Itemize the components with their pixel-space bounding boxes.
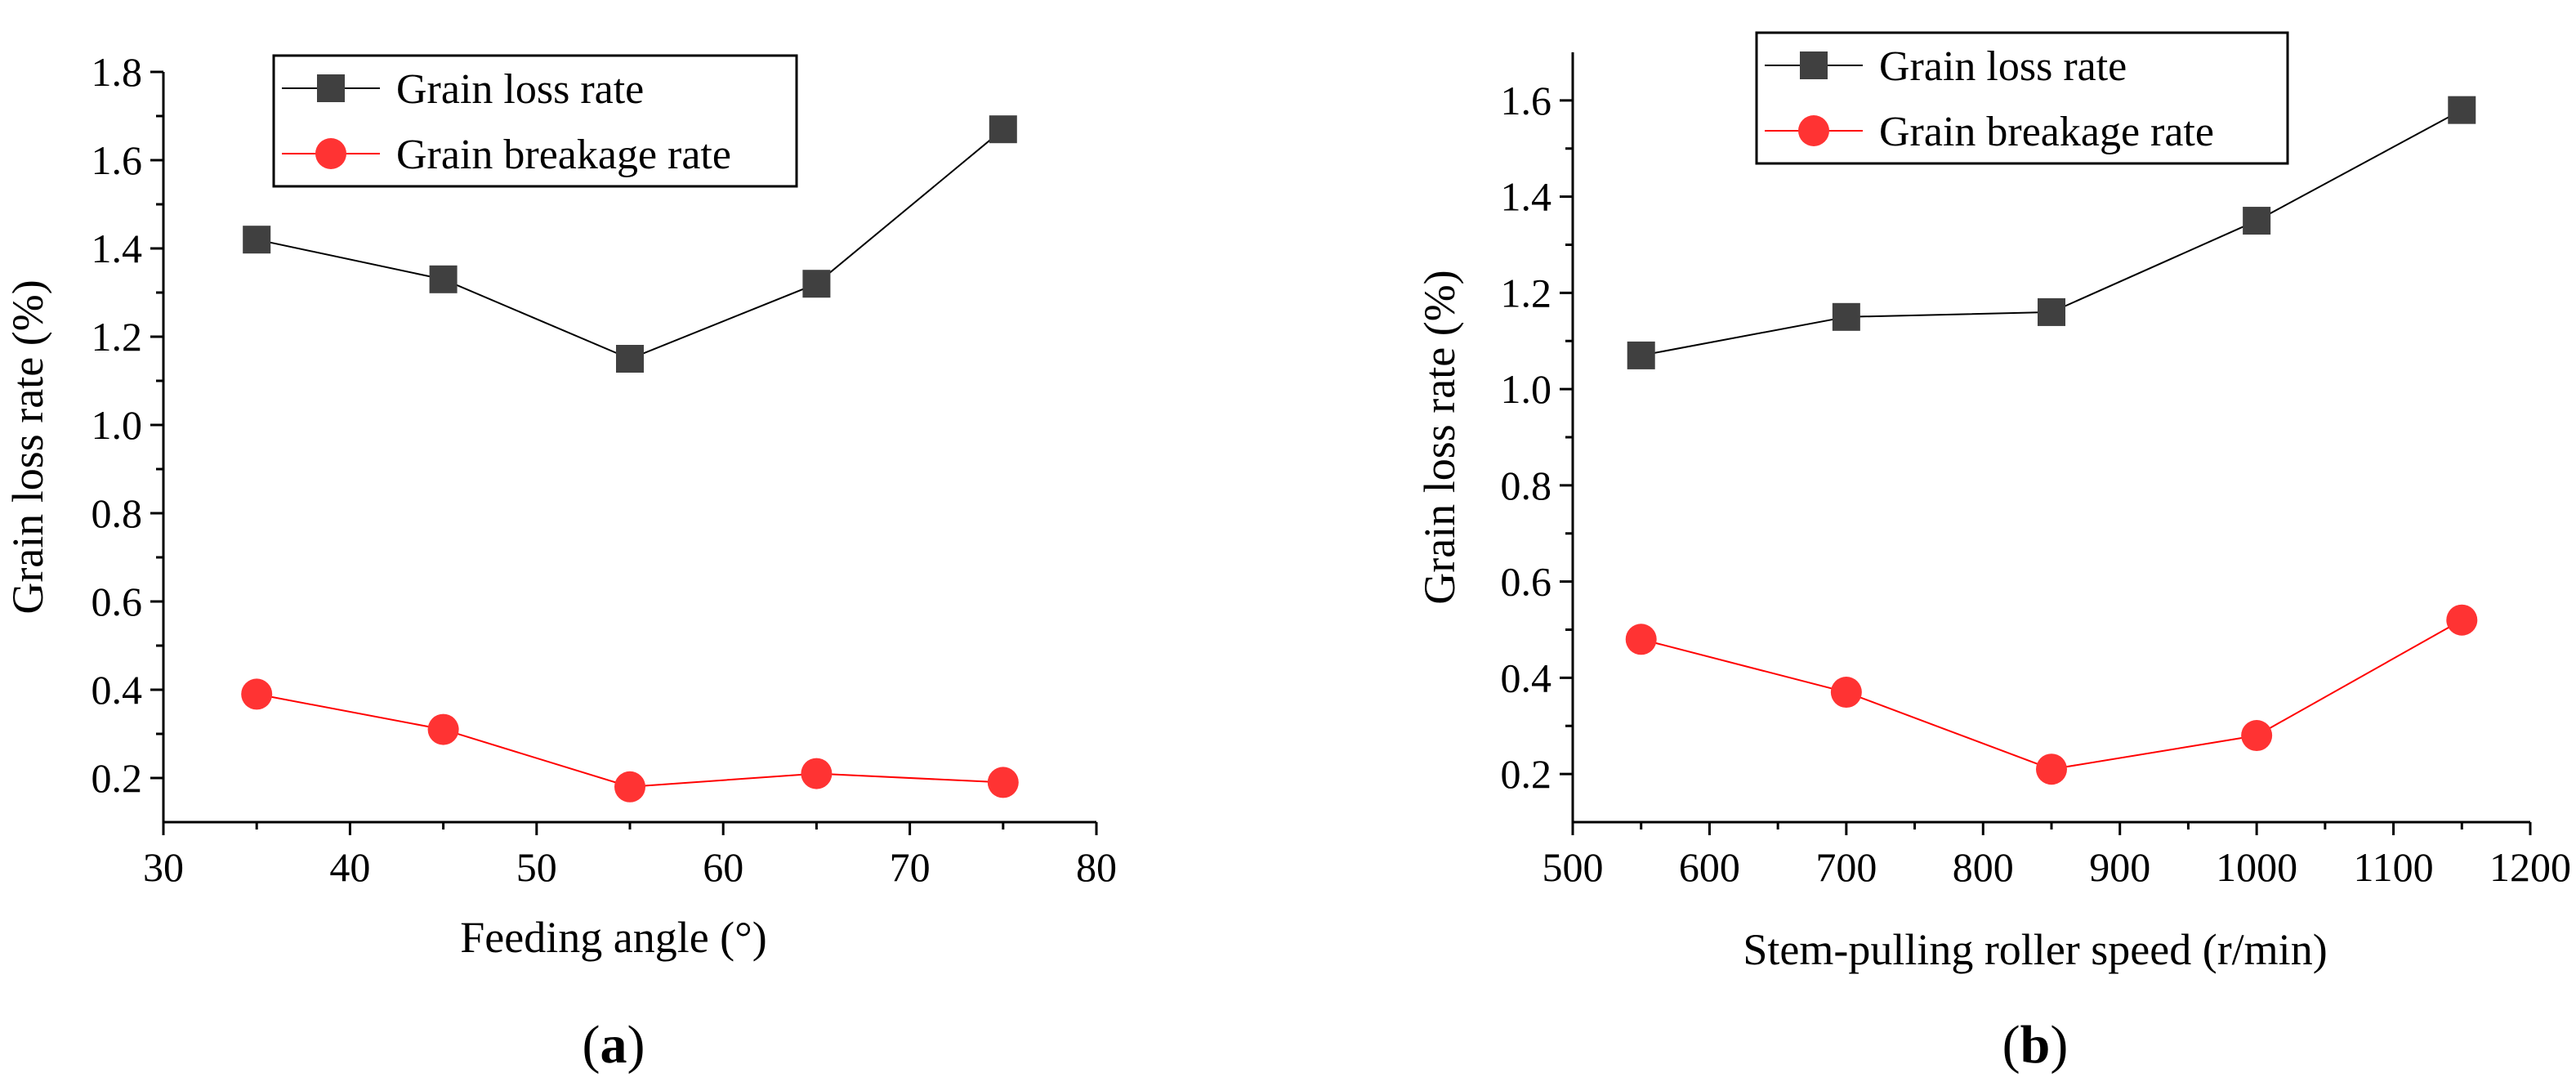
- legend-marker-circle: [315, 138, 346, 169]
- legend-label: Grain loss rate: [1879, 43, 2127, 90]
- y-tick-label: 0.2: [1501, 751, 1552, 797]
- x-tick-label: 60: [703, 844, 743, 890]
- x-axis-label: Feeding angle (°): [460, 913, 766, 962]
- x-tick-label: 50: [516, 844, 557, 890]
- y-tick-label: 0.8: [1501, 463, 1552, 508]
- x-tick-label: 70: [890, 844, 931, 890]
- x-tick-label: 800: [1953, 844, 2014, 890]
- data-point-square: [802, 270, 831, 298]
- data-point-circle: [1830, 677, 1862, 709]
- data-point-circle: [614, 771, 645, 803]
- panel-b: 500 600 700 800 900 1000 1100 1200 0.2 0.4 0.6 0.8 1…: [1415, 31, 2571, 1075]
- legend-box: [1755, 31, 2289, 165]
- legend-box: [272, 54, 798, 188]
- data-point-circle: [427, 713, 459, 745]
- y-tick-label: 1.2: [92, 314, 143, 360]
- legend-marker-circle: [1798, 115, 1829, 146]
- data-point-square: [989, 115, 1017, 144]
- legend-label: Grain loss rate: [396, 66, 644, 113]
- y-tick-label: 1.6: [92, 137, 143, 183]
- panel-label: (a): [583, 1015, 645, 1075]
- x-axis-label: Stem-pulling roller speed (r/min): [1743, 925, 2327, 974]
- y-tick-label: 0.4: [1501, 655, 1552, 700]
- data-point-square: [429, 265, 458, 293]
- legend-marker-square: [317, 74, 345, 102]
- data-point-circle: [2036, 753, 2067, 785]
- y-tick-label: 1.0: [92, 402, 143, 448]
- data-point-square: [1832, 302, 1860, 331]
- data-point-square: [2448, 96, 2476, 124]
- panel-a: 30 40 50 60 70 80 0.2 0.4 0.6 0.8 1.0 1.2 1.4 1.6 1.8 F…: [3, 49, 1117, 1075]
- x-tick-label: 600: [1679, 844, 1740, 890]
- data-point-square: [616, 345, 644, 373]
- series-line-2: [1641, 619, 2462, 771]
- panel-label: (b): [2002, 1015, 2069, 1075]
- y-tick-label: 0.4: [92, 667, 143, 713]
- y-tick-label: 1.4: [92, 226, 143, 271]
- legend-label: Grain breakage rate: [396, 132, 731, 178]
- y-tick-label: 0.6: [1501, 559, 1552, 605]
- y-tick-label: 1.0: [1501, 366, 1552, 412]
- data-point-circle: [801, 758, 833, 789]
- y-tick-label: 1.4: [1501, 174, 1552, 220]
- x-tick-label: 700: [1815, 844, 1877, 890]
- y-tick-label: 1.8: [92, 49, 143, 95]
- data-point-circle: [2241, 720, 2273, 752]
- data-point-square: [243, 226, 271, 254]
- x-tick-label: 80: [1076, 844, 1117, 890]
- x-tick-label: 1200: [2489, 844, 2571, 890]
- x-tick-label: 500: [1542, 844, 1604, 890]
- data-point-square: [2038, 297, 2065, 326]
- x-tick-label: 1000: [2216, 844, 2297, 890]
- x-tick-label: 900: [2089, 844, 2150, 890]
- legend-marker-square: [1800, 51, 1828, 79]
- y-axis-label: Grain loss rate (%): [3, 279, 52, 614]
- data-point-square: [1627, 341, 1655, 369]
- legend-label: Grain breakage rate: [1879, 109, 2214, 155]
- x-tick-label: 40: [329, 844, 370, 890]
- data-point-circle: [2446, 604, 2478, 636]
- data-point-circle: [1625, 624, 1657, 655]
- x-tick-label: 30: [143, 844, 184, 890]
- y-tick-label: 0.8: [92, 490, 143, 536]
- data-point-circle: [987, 767, 1019, 798]
- data-point-circle: [241, 678, 273, 710]
- y-tick-label: 0.6: [92, 579, 143, 624]
- y-tick-label: 1.6: [1501, 78, 1552, 123]
- data-point-square: [2243, 207, 2271, 235]
- y-tick-label: 1.2: [1501, 270, 1552, 315]
- y-axis-label: Grain loss rate (%): [1415, 270, 1464, 604]
- y-tick-label: 0.2: [92, 755, 143, 801]
- x-tick-label: 1100: [2353, 844, 2433, 890]
